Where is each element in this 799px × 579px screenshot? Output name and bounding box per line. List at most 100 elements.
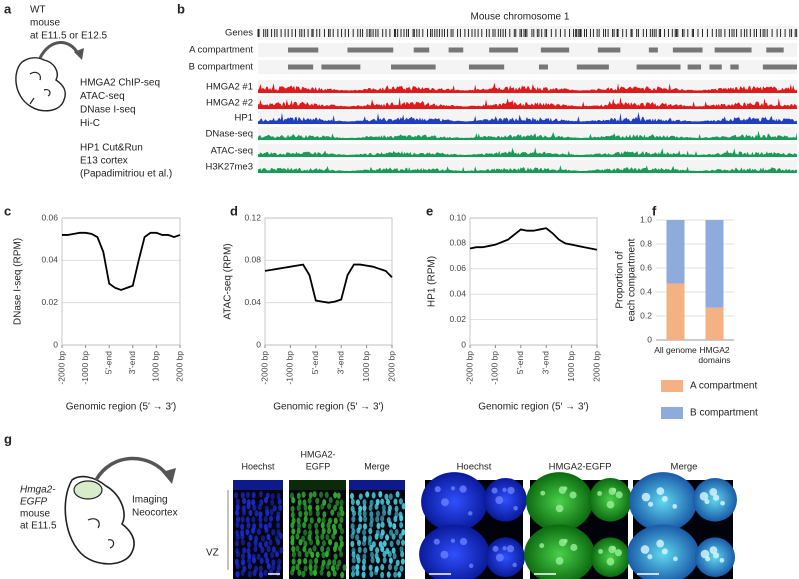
chromocenter <box>491 487 498 494</box>
nucleus <box>253 545 258 553</box>
nucleus <box>295 533 300 540</box>
embryo-outline <box>15 57 66 112</box>
y-tick-label: 0 <box>461 339 466 349</box>
nucleus <box>296 504 301 512</box>
nucleus <box>298 510 303 518</box>
nucleus <box>321 527 326 535</box>
nucleus <box>399 565 404 572</box>
nucleus <box>321 540 326 547</box>
chromocenter <box>641 492 651 502</box>
y-tick-label: 0.04 <box>449 288 466 298</box>
compartment-segment <box>538 64 548 70</box>
nucleus <box>248 509 253 517</box>
y-tick-label: 0.02 <box>449 314 466 324</box>
panel-label: b <box>177 1 185 16</box>
signal-track <box>258 112 797 124</box>
nucleus <box>240 569 245 576</box>
chromocenter <box>720 500 725 506</box>
nucleus <box>335 564 340 571</box>
chromocenter <box>648 501 654 507</box>
nucleus <box>248 534 253 541</box>
nucleus <box>375 510 380 517</box>
chromocenter <box>713 494 720 501</box>
nucleus <box>326 522 331 529</box>
profile-line <box>62 231 181 291</box>
nucleus <box>379 532 384 540</box>
compartment-segment <box>347 47 394 53</box>
nucleus <box>331 565 336 572</box>
nucleus <box>258 511 263 518</box>
nucleus <box>247 541 252 548</box>
chromocenter <box>507 486 515 495</box>
nucleus <box>242 497 247 505</box>
nucleus <box>362 539 367 547</box>
nucleus <box>391 533 396 540</box>
chromocenter <box>441 498 449 507</box>
nucleus <box>400 539 405 546</box>
genotype-text: EGFP <box>20 497 48 508</box>
nucleus <box>240 516 245 523</box>
chromocenter <box>558 486 567 494</box>
nucleus <box>309 517 314 524</box>
image-header: Hoechst <box>457 462 492 473</box>
compartment-segment <box>321 64 361 70</box>
nucleus <box>378 491 383 498</box>
nucleus <box>263 552 268 559</box>
micrograph-top <box>349 480 405 490</box>
compartment-segment <box>597 47 621 53</box>
y-axis-label: HP1 (RPM) <box>427 256 438 307</box>
nucleus <box>297 550 302 558</box>
cell-nucleus <box>590 537 630 578</box>
nucleus <box>388 529 393 536</box>
nucleus <box>374 503 379 510</box>
nucleus <box>389 540 394 548</box>
chromocenter <box>661 548 668 555</box>
track-title: Mouse chromosome 1 <box>471 12 570 23</box>
track-label: HP1 <box>235 113 253 124</box>
chromocenter <box>656 487 665 496</box>
chromocenter <box>608 487 617 496</box>
legend-swatch <box>661 380 683 392</box>
nucleus <box>387 509 392 516</box>
nucleus <box>298 539 303 546</box>
nucleus <box>331 533 336 540</box>
nucleus <box>254 510 259 517</box>
chromocenter <box>450 538 456 543</box>
micrograph-top <box>233 480 283 490</box>
cell-nucleus <box>485 537 525 578</box>
x-tick-label: -2000 bp <box>464 351 474 385</box>
chromocenter <box>450 486 456 491</box>
compartment-segment <box>413 47 430 53</box>
chromocenter <box>512 562 517 568</box>
nucleus <box>369 511 374 518</box>
nucleus <box>235 521 240 528</box>
image-header: Merge <box>364 461 390 471</box>
nucleus <box>295 563 300 571</box>
nucleus <box>325 563 330 570</box>
nucleus <box>314 522 319 529</box>
nucleus <box>371 492 376 499</box>
nucleus <box>338 545 343 552</box>
nucleus <box>276 522 281 529</box>
y-tick-label: 0.12 <box>244 212 261 222</box>
nucleus <box>375 547 380 554</box>
nucleus <box>312 491 317 498</box>
x-tick-label: -1000 bp <box>285 351 295 385</box>
nucleus <box>336 511 341 518</box>
nucleus <box>363 523 368 530</box>
cell-nucleus <box>629 472 697 532</box>
nucleus <box>351 570 356 578</box>
bar-segment <box>705 220 724 308</box>
nucleus <box>276 492 281 500</box>
x-tick-label: 5'-end <box>515 351 525 375</box>
chromocenter <box>502 546 507 551</box>
chromocenter <box>513 506 518 511</box>
nucleus <box>399 515 404 522</box>
nucleus <box>278 532 283 540</box>
nucleus <box>245 528 250 536</box>
nucleus <box>291 545 296 553</box>
nucleus <box>393 498 398 505</box>
nucleus <box>369 516 374 523</box>
nucleus <box>339 505 344 512</box>
nucleus <box>275 515 280 522</box>
